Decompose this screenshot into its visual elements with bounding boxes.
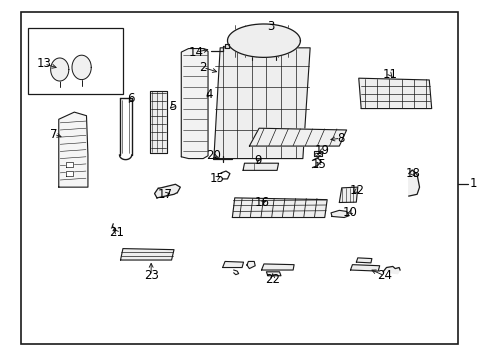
Polygon shape — [181, 49, 207, 158]
Bar — [28, 28, 122, 94]
Polygon shape — [382, 266, 399, 274]
Text: 12: 12 — [349, 184, 364, 197]
Text: 8: 8 — [336, 132, 344, 145]
Text: 4: 4 — [205, 88, 212, 101]
Text: 19: 19 — [314, 144, 329, 157]
Polygon shape — [66, 162, 73, 167]
Polygon shape — [249, 128, 346, 146]
Circle shape — [318, 153, 321, 156]
Polygon shape — [51, 58, 69, 81]
Text: 15: 15 — [209, 172, 224, 185]
Text: 23: 23 — [143, 269, 158, 282]
Polygon shape — [246, 261, 255, 269]
Polygon shape — [350, 265, 379, 271]
Text: 16: 16 — [254, 196, 269, 209]
Text: 6: 6 — [127, 92, 135, 105]
Polygon shape — [66, 171, 73, 176]
Polygon shape — [222, 261, 243, 267]
Text: 13: 13 — [37, 57, 52, 71]
Text: 24: 24 — [376, 269, 391, 282]
Polygon shape — [224, 44, 228, 48]
Text: 18: 18 — [405, 167, 420, 180]
Polygon shape — [59, 112, 88, 187]
Polygon shape — [232, 198, 326, 217]
Polygon shape — [266, 272, 281, 276]
Text: 3: 3 — [267, 20, 274, 33]
Polygon shape — [358, 78, 431, 109]
Text: 14: 14 — [188, 46, 203, 59]
Text: 17: 17 — [158, 188, 172, 201]
Polygon shape — [356, 258, 371, 263]
Text: 11: 11 — [382, 68, 397, 81]
Text: 7: 7 — [50, 128, 58, 141]
Polygon shape — [313, 151, 322, 156]
Circle shape — [314, 153, 317, 156]
Polygon shape — [339, 187, 357, 203]
Text: 15: 15 — [311, 158, 325, 171]
Polygon shape — [227, 24, 300, 57]
Text: 1: 1 — [468, 177, 476, 190]
Text: 10: 10 — [343, 206, 357, 219]
Polygon shape — [154, 184, 180, 198]
Text: 20: 20 — [206, 149, 221, 162]
Text: 2: 2 — [199, 61, 206, 74]
Polygon shape — [120, 249, 174, 260]
Polygon shape — [261, 264, 293, 270]
Text: 5: 5 — [168, 100, 176, 113]
Text: 22: 22 — [264, 273, 280, 286]
Polygon shape — [149, 91, 166, 153]
Polygon shape — [408, 170, 419, 196]
Polygon shape — [243, 163, 278, 170]
Polygon shape — [213, 48, 309, 158]
Polygon shape — [72, 55, 91, 80]
Text: 21: 21 — [109, 226, 124, 239]
Text: 9: 9 — [253, 154, 261, 167]
Polygon shape — [330, 210, 348, 217]
